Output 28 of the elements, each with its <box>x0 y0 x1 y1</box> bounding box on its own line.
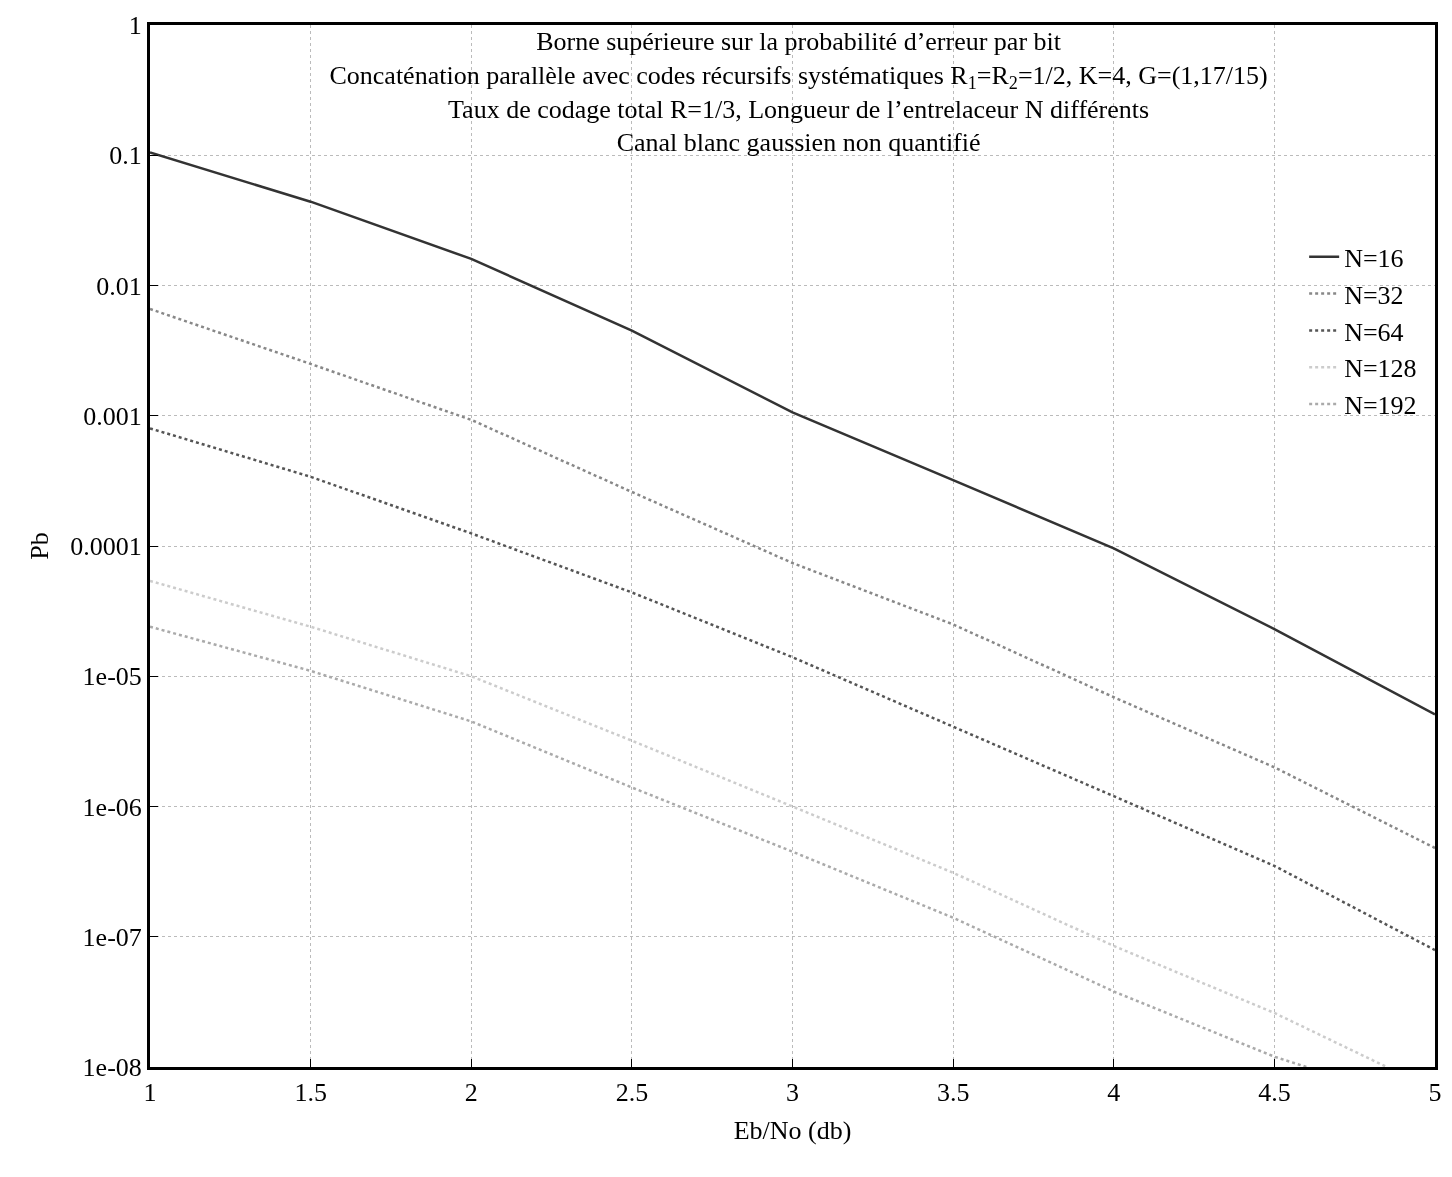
y-tick-label: 0.0001 <box>70 532 142 562</box>
x-tick-label: 3 <box>786 1078 799 1108</box>
y-tick-label: 0.01 <box>96 271 142 301</box>
x-tick-label: 4.5 <box>1258 1078 1291 1108</box>
x-tick-label: 5 <box>1428 1078 1442 1108</box>
y-axis-title: Pb <box>24 532 54 560</box>
y-tick-label: 1e-07 <box>82 922 142 952</box>
x-tick-label: 1.5 <box>294 1078 327 1108</box>
y-tick-label: 0.1 <box>109 141 142 171</box>
text: Borne supérieure sur la probabilité d’erreur par bit Concaténation parallèle avec codes récursifs systématiques R$_{1}$=R$_{2}$=1/2, K=4, G=(1,17/15) Taux de codage total R=1/3, Longueur de l’entrelaceur N différents Canal blanc gaussien non quantifié <box>329 27 1268 158</box>
line-series <box>150 427 1435 952</box>
legend-label: N=192 <box>1344 391 1417 421</box>
x-tick-label: 3.5 <box>936 1078 970 1108</box>
line-series <box>150 625 1308 1067</box>
legend-label: N=16 <box>1344 243 1404 273</box>
y-tick-label: 0.001 <box>83 401 142 431</box>
legend-label: N=32 <box>1344 280 1404 310</box>
x-tick-label: 2.5 <box>615 1078 649 1108</box>
line-series <box>150 307 1435 850</box>
y-tick-label: 1e-05 <box>82 662 142 692</box>
y-tick-label: 1e-06 <box>82 792 142 822</box>
x-tick-label: 2 <box>464 1078 478 1108</box>
y-tick-label: 1 <box>128 11 142 41</box>
x-tick-label: 4 <box>1107 1078 1121 1108</box>
y-tick-label: 1e-08 <box>82 1053 142 1083</box>
x-axis-title: Eb/No (db) <box>733 1115 852 1145</box>
legend-label: N=64 <box>1344 317 1404 347</box>
legend-label: N=128 <box>1344 354 1417 384</box>
